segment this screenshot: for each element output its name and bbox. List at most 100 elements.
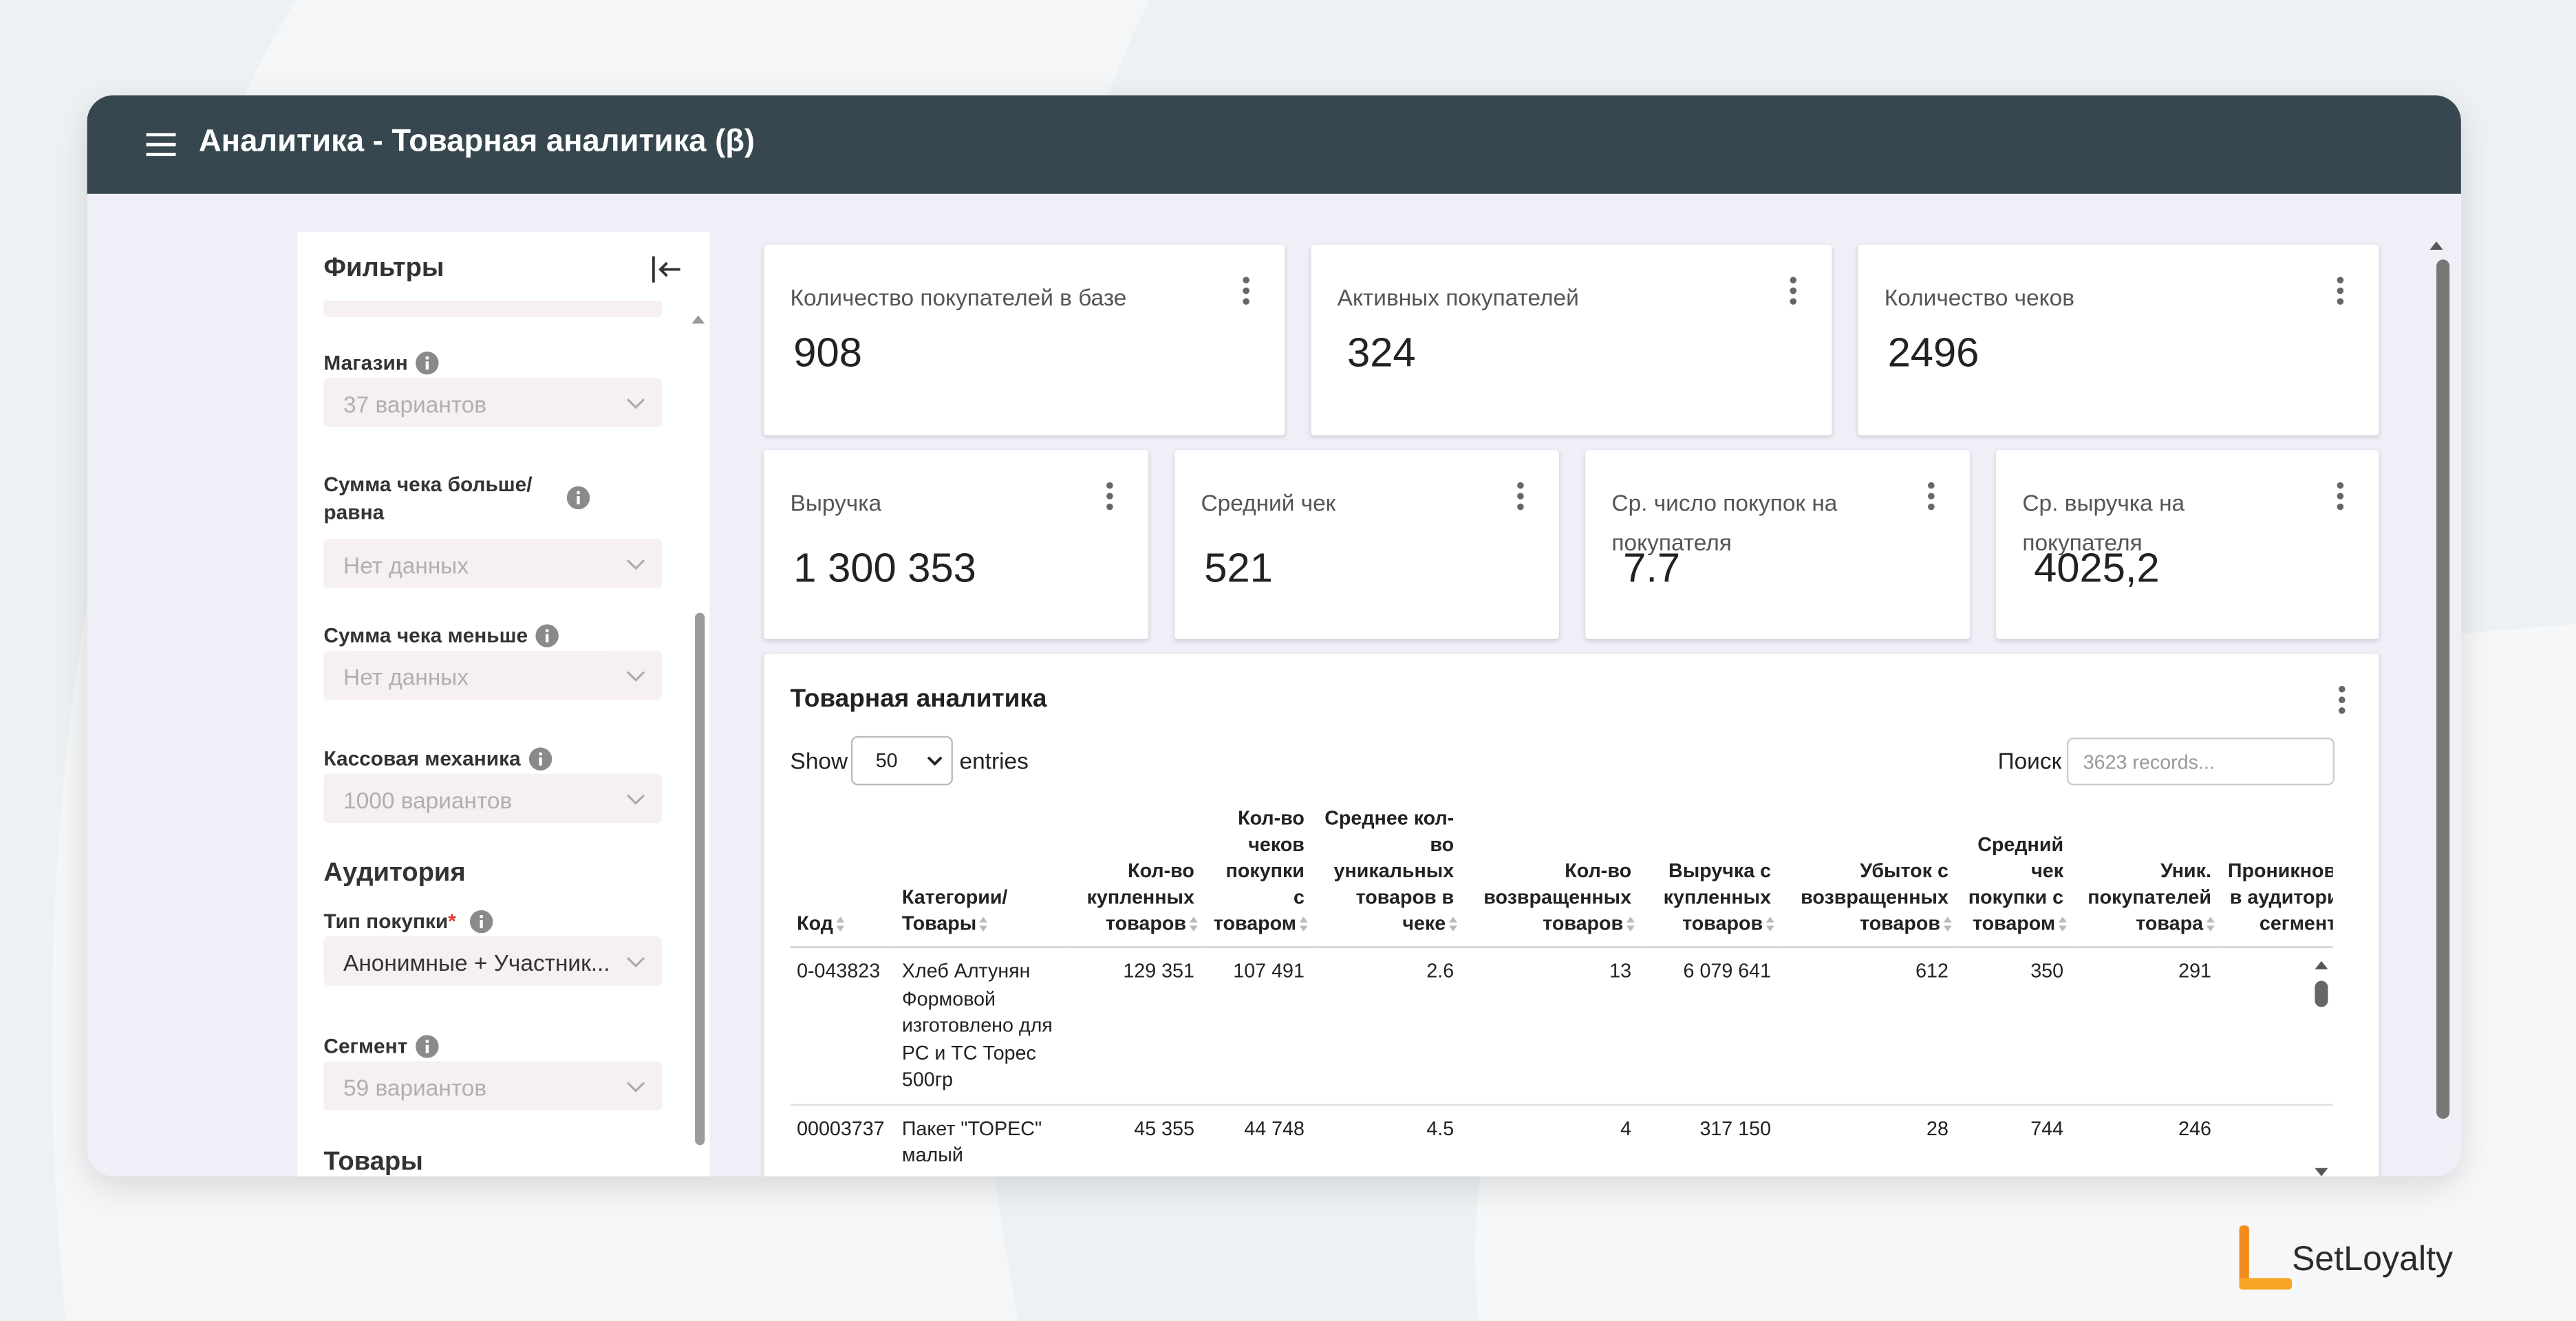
filter-label-text: Тип покупки xyxy=(323,910,449,934)
menu-icon[interactable] xyxy=(146,131,176,158)
info-icon[interactable] xyxy=(416,351,439,375)
table-cell: 28 xyxy=(1781,1104,1959,1177)
kpi-card: Ср. число покупок на покупателя 7.7 xyxy=(1585,450,1970,639)
table-cell: 0-043823 xyxy=(790,947,896,1105)
column-header-text: Среднее кол-во уникальных товаров в чеке xyxy=(1324,806,1455,935)
table-scroll-thumb xyxy=(2315,980,2328,1007)
column-header[interactable]: Категории/ Товары xyxy=(895,798,1065,948)
kpi-value: 2496 xyxy=(1887,330,1979,376)
kpi-menu[interactable] xyxy=(1106,482,1114,511)
sort-icon xyxy=(1189,916,1198,932)
filter-label-text: Сегмент xyxy=(323,1035,408,1058)
table-cell: 744 xyxy=(1958,1104,2074,1177)
column-header-text: Кол-во возвращенных товаров xyxy=(1483,859,1632,935)
kpi-menu[interactable] xyxy=(1927,482,1935,511)
filter-select[interactable]: 1000 вариантов xyxy=(323,773,663,824)
column-header[interactable]: Среднее кол-во уникальных товаров в чеке xyxy=(1314,798,1464,948)
page-scroll-up xyxy=(2429,241,2443,250)
kpi-menu[interactable] xyxy=(1789,276,1797,305)
table-head: Код Категории/ Товары Кол-во купленных тов… xyxy=(790,798,2333,948)
info-icon[interactable] xyxy=(528,747,552,771)
page-title: Аналитика - Товарная аналитика (β) xyxy=(198,125,755,160)
column-header[interactable]: Кол-во чеков покупки с товаром xyxy=(1204,798,1315,948)
column-header[interactable]: Убыток с возвращенных товаров xyxy=(1781,798,1959,948)
collapse-icon[interactable] xyxy=(651,256,684,283)
search-label: Поиск xyxy=(1997,747,2062,774)
select-chevron xyxy=(627,671,645,682)
sort-icon xyxy=(1943,916,1952,932)
table-row: 0-043823 Хлеб Алтунян Формовой изготовлен… xyxy=(790,947,2333,1105)
sidebar-scrollbar xyxy=(695,612,705,1146)
column-header[interactable]: Кол-во купленных товаров xyxy=(1064,798,1205,948)
column-header[interactable]: Код xyxy=(790,798,896,948)
column-header-text: Кол-во чеков покупки с товаром xyxy=(1213,806,1305,935)
table-cell: 317 150 xyxy=(1641,1104,1781,1177)
filter-label: Сегмент xyxy=(323,1033,652,1062)
filter-label-text: Кассовая механика xyxy=(323,747,521,771)
kpi-menu[interactable] xyxy=(2336,276,2344,305)
kpi-card: Ср. выручка на покупателя 4025,2 xyxy=(1996,450,2379,639)
kpi-menu[interactable] xyxy=(1242,276,1250,305)
filter-select[interactable]: 37 вариантов xyxy=(323,378,663,427)
kpi-label: Активных покупателей xyxy=(1337,284,1579,311)
kpi-menu[interactable] xyxy=(2336,482,2344,511)
kpi-value: 908 xyxy=(793,330,862,376)
page-scrollbar xyxy=(2436,259,2450,1119)
header-row: Код Категории/ Товары Кол-во купленных тов… xyxy=(790,798,2333,948)
table-cell: 107 491 xyxy=(1204,947,1315,1105)
entries-select[interactable]: 50 xyxy=(850,735,953,786)
kpi-card: Выручка 1 300 353 xyxy=(764,450,1149,639)
table-cell: 6 079 641 xyxy=(1641,947,1781,1105)
select-chevron xyxy=(627,1082,645,1093)
kpi-card: Количество покупателей в базе 908 xyxy=(764,244,1285,436)
filter-select-value: Анонимные + Участник... xyxy=(343,949,610,976)
column-header[interactable]: Уник. покупателей товара xyxy=(2073,798,2222,948)
kpi-card: Активных покупателей 324 xyxy=(1311,244,1832,436)
info-icon[interactable] xyxy=(416,1035,439,1058)
filter-select-value: Нет данных xyxy=(343,552,469,579)
table-menu[interactable] xyxy=(2338,685,2346,715)
filter-label: Сумма чека меньше xyxy=(323,623,652,651)
filter-select[interactable]: 59 вариантов xyxy=(323,1061,663,1111)
info-icon[interactable] xyxy=(566,486,590,510)
table-cell: 44 748 xyxy=(1204,1104,1315,1177)
column-header-text: Кол-во купленных товаров xyxy=(1086,859,1194,935)
table-cell-empty xyxy=(2221,947,2333,1105)
table-card: Товарная аналитика Show 50 entries Поиск 3623… xyxy=(764,654,2379,1177)
table-cell: 4.5 xyxy=(1314,1104,1464,1177)
search-input[interactable]: 3623 records... xyxy=(2066,738,2335,786)
info-icon[interactable] xyxy=(535,624,559,647)
table-cell: 13 xyxy=(1463,947,1642,1105)
column-header[interactable]: Средний чек покупки с товаром xyxy=(1958,798,2074,948)
filter-select-value: 1000 вариантов xyxy=(343,786,513,813)
sort-icon xyxy=(1299,916,1308,932)
table-scroll-up xyxy=(2315,960,2328,969)
filter-select[interactable]: Анонимные + Участник... xyxy=(323,936,663,986)
kpi-label: Количество покупателей в базе xyxy=(790,284,1127,311)
filter-label-text: Сумма чека меньше xyxy=(323,624,528,647)
filter-select[interactable]: Нет данных xyxy=(323,539,663,588)
table-cell: Хлеб Алтунян Формовой изготовлено для РС… xyxy=(895,947,1065,1105)
kpi-value: 7.7 xyxy=(1623,545,1681,592)
column-header[interactable]: Кол-во возвращенных товаров xyxy=(1463,798,1642,948)
column-header[interactable]: Проникновение в аудиторию сегмента xyxy=(2221,798,2333,948)
kpi-value: 521 xyxy=(1204,545,1273,592)
table-cell: 45 355 xyxy=(1064,1104,1205,1177)
table-cell: 291 xyxy=(2073,947,2222,1105)
info-icon[interactable] xyxy=(469,910,493,934)
table-cell: 350 xyxy=(1958,947,2074,1105)
column-header-text: Средний чек покупки с товаром xyxy=(1968,833,2064,935)
filter-select[interactable]: Нет данных xyxy=(323,650,663,700)
table-cell: 129 351 xyxy=(1064,947,1205,1105)
filter-label-text: Магазин xyxy=(323,351,408,375)
scroll-up-arrow xyxy=(691,315,705,324)
data-table: Код Категории/ Товары Кол-во купленных тов… xyxy=(790,798,2333,1177)
column-header-text: Уник. покупателей товара xyxy=(2087,859,2211,935)
brand-name: SetLoyalty xyxy=(2291,1240,2454,1278)
brand-mark xyxy=(2239,1225,2292,1290)
kpi-menu[interactable] xyxy=(1516,482,1525,511)
required-mark: * xyxy=(448,910,456,934)
column-header[interactable]: Выручка с купленных товаров xyxy=(1641,798,1781,948)
show-label: Show xyxy=(790,747,848,774)
